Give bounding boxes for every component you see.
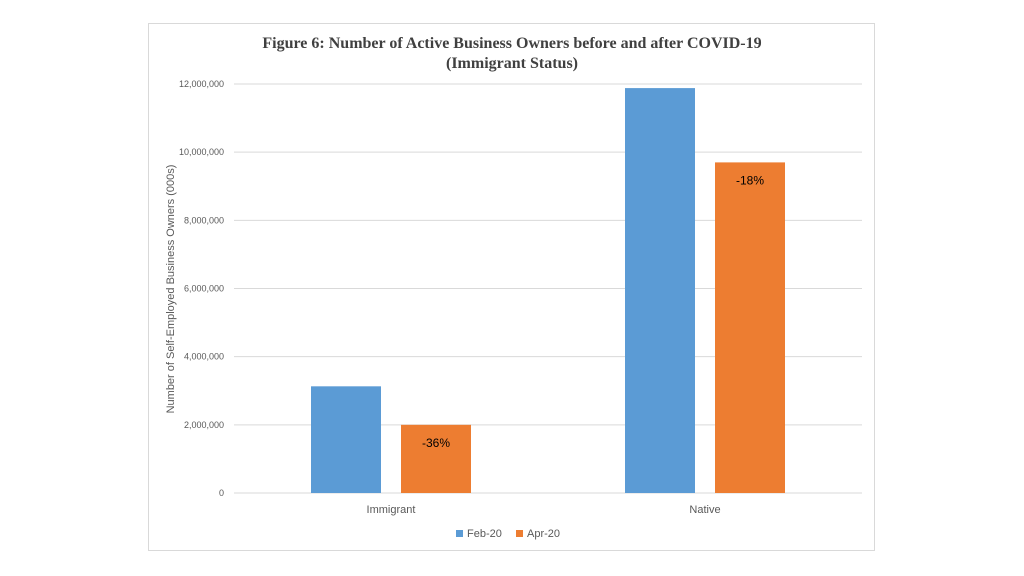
bar <box>401 424 471 493</box>
legend-swatch <box>516 530 523 537</box>
chart-title-line1: Figure 6: Number of Active Business Owne… <box>262 35 761 52</box>
data-label: -18% <box>736 173 764 187</box>
x-tick-label: Native <box>689 504 720 516</box>
chart-title-line2: (Immigrant Status) <box>446 55 578 72</box>
bars <box>311 88 785 493</box>
labels: 0 2,000,000 4,000,000 6,000,000 8,000,000 10,… <box>179 79 764 516</box>
y-tick-label: 8,000,000 <box>184 215 224 225</box>
y-tick-label: 4,000,000 <box>184 352 224 362</box>
y-tick-label: 2,000,000 <box>184 420 224 430</box>
legend-label: Apr-20 <box>527 528 560 540</box>
bar <box>311 386 381 493</box>
y-tick-label: 10,000,000 <box>179 147 224 157</box>
bar <box>625 88 695 493</box>
legend: Feb-20 Apr-20 <box>456 528 560 540</box>
y-tick-label: 12,000,000 <box>179 79 224 89</box>
data-label: -36% <box>422 436 450 450</box>
legend-label: Feb-20 <box>467 528 502 540</box>
y-tick-label: 0 <box>219 488 224 498</box>
legend-swatch <box>456 530 463 537</box>
y-axis-label: Number of Self-Employed Business Owners … <box>165 165 177 414</box>
bar <box>715 162 785 493</box>
x-tick-label: Immigrant <box>367 504 416 516</box>
y-tick-label: 6,000,000 <box>184 284 224 294</box>
